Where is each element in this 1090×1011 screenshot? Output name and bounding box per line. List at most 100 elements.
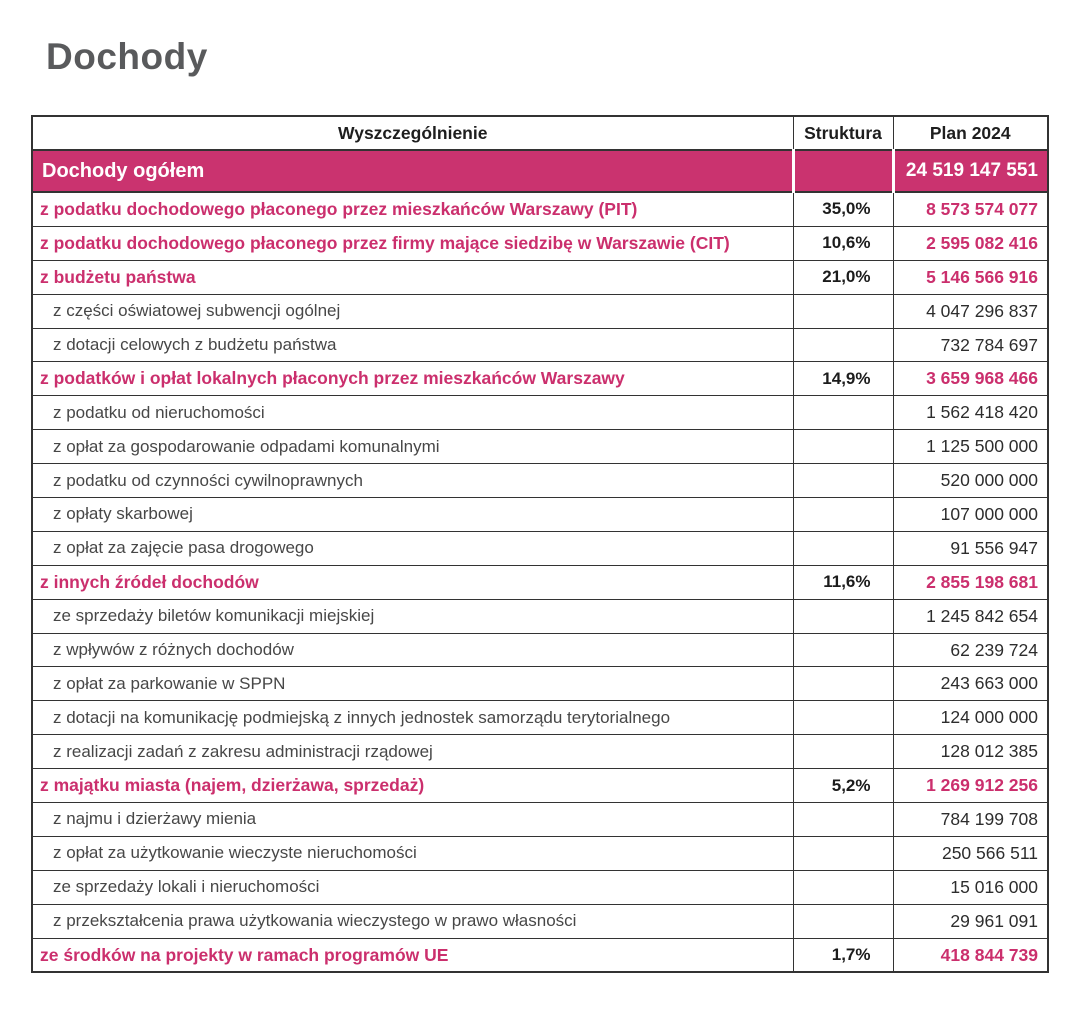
table-row: z podatku dochodowego płaconego przez mi… [31, 191, 1049, 227]
row-structure [792, 497, 894, 532]
table-row: z dotacji celowych z budżetu państwa 732… [31, 327, 1049, 363]
row-label: z opłat za gospodarowanie odpadami komun… [31, 429, 794, 465]
row-plan: 250 566 511 [892, 835, 1049, 871]
row-structure: 10,6% [792, 225, 894, 261]
row-structure [792, 395, 894, 431]
row-structure: 5,2% [792, 768, 894, 804]
row-label: z realizacji zadań z zakresu administrac… [31, 734, 794, 770]
row-label: z najmu i dzierżawy mienia [31, 802, 794, 837]
table-row: ze sprzedaży lokali i nieruchomości 15 0… [31, 869, 1049, 905]
row-label: ze sprzedaży lokali i nieruchomości [31, 869, 794, 905]
row-plan: 4 047 296 837 [892, 293, 1049, 329]
row-structure: 1,7% [792, 937, 894, 973]
row-structure: 14,9% [792, 361, 894, 397]
row-plan: 520 000 000 [892, 463, 1049, 499]
row-structure [792, 903, 894, 939]
table-row: z realizacji zadań z zakresu administrac… [31, 734, 1049, 770]
row-label: z podatku dochodowego płaconego przez mi… [31, 191, 794, 227]
table-row: z opłat za gospodarowanie odpadami komun… [31, 429, 1049, 465]
table-row: z części oświatowej subwencji ogólnej 4 … [31, 293, 1049, 329]
table-row: z dotacji na komunikację podmiejską z in… [31, 700, 1049, 736]
table-row: z opłat za parkowanie w SPPN 243 663 000 [31, 666, 1049, 702]
row-plan: 8 573 574 077 [892, 191, 1049, 227]
row-label: z opłat za zajęcie pasa drogowego [31, 530, 794, 566]
row-label: z majątku miasta (najem, dzierżawa, sprz… [31, 768, 794, 804]
table-row: z podatku od nieruchomości 1 562 418 420 [31, 395, 1049, 431]
row-label: z opłat za użytkowanie wieczyste nieruch… [31, 835, 794, 871]
row-structure [792, 666, 894, 702]
table-row: z budżetu państwa 21,0% 5 146 566 916 [31, 259, 1049, 295]
row-plan: 128 012 385 [892, 734, 1049, 770]
table-row: z opłat za użytkowanie wieczyste nieruch… [31, 835, 1049, 871]
table-row: z podatków i opłat lokalnych płaconych p… [31, 361, 1049, 397]
row-plan: 2 595 082 416 [892, 225, 1049, 261]
row-plan: 2 855 198 681 [892, 564, 1049, 600]
row-structure: 21,0% [792, 259, 894, 295]
row-label: z opłaty skarbowej [31, 497, 794, 532]
row-label: z dotacji celowych z budżetu państwa [31, 327, 794, 363]
row-label: z opłat za parkowanie w SPPN [31, 666, 794, 702]
row-structure [792, 632, 894, 668]
total-row-structure [791, 149, 894, 193]
total-row-plan: 24 519 147 551 [891, 149, 1049, 193]
row-label: ze środków na projekty w ramach programó… [31, 937, 794, 973]
table-row: z przekształcenia prawa użytkowania wiec… [31, 903, 1049, 939]
table-row: z innych źródeł dochodów 11,6% 2 855 198… [31, 564, 1049, 600]
row-plan: 3 659 968 466 [892, 361, 1049, 397]
income-table: Wyszczególnienie Struktura Plan 2024 Doc… [31, 115, 1049, 974]
row-structure [792, 869, 894, 905]
row-label: z podatku od czynności cywilnoprawnych [31, 463, 794, 499]
row-structure: 11,6% [792, 564, 894, 600]
table-row: z najmu i dzierżawy mienia 784 199 708 [31, 802, 1049, 837]
row-plan: 732 784 697 [892, 327, 1049, 363]
row-structure [792, 734, 894, 770]
column-header-plan-2024: Plan 2024 [892, 115, 1049, 151]
row-label: z budżetu państwa [31, 259, 794, 295]
total-row: Dochody ogółem 24 519 147 551 [31, 149, 1049, 193]
row-plan: 418 844 739 [892, 937, 1049, 973]
row-structure [792, 598, 894, 634]
column-header-structure: Struktura [792, 115, 894, 151]
table-row: z wpływów z różnych dochodów 62 239 724 [31, 632, 1049, 668]
row-plan: 107 000 000 [892, 497, 1049, 532]
row-structure [792, 802, 894, 837]
row-label: z części oświatowej subwencji ogólnej [31, 293, 794, 329]
row-label: z podatków i opłat lokalnych płaconych p… [31, 361, 794, 397]
row-plan: 1 125 500 000 [892, 429, 1049, 465]
page-title: Dochody [46, 36, 208, 77]
table-row: z podatku od czynności cywilnoprawnych 5… [31, 463, 1049, 499]
table-row: z majątku miasta (najem, dzierżawa, sprz… [31, 768, 1049, 804]
row-structure [792, 327, 894, 363]
row-structure [792, 530, 894, 566]
row-plan: 1 269 912 256 [892, 768, 1049, 804]
table-row: ze sprzedaży biletów komunikacji miejski… [31, 598, 1049, 634]
row-structure [792, 429, 894, 465]
total-row-label: Dochody ogółem [31, 149, 794, 193]
row-label: ze sprzedaży biletów komunikacji miejski… [31, 598, 794, 634]
row-structure [792, 835, 894, 871]
row-plan: 1 245 842 654 [892, 598, 1049, 634]
table-row: z opłat za zajęcie pasa drogowego 91 556… [31, 530, 1049, 566]
row-label: z podatku od nieruchomości [31, 395, 794, 431]
row-plan: 91 556 947 [892, 530, 1049, 566]
row-structure [792, 463, 894, 499]
table-row: ze środków na projekty w ramach programó… [31, 937, 1049, 973]
row-label: z innych źródeł dochodów [31, 564, 794, 600]
row-label: z dotacji na komunikację podmiejską z in… [31, 700, 794, 736]
table-row: z podatku dochodowego płaconego przez fi… [31, 225, 1049, 261]
row-label: z przekształcenia prawa użytkowania wiec… [31, 903, 794, 939]
row-plan: 62 239 724 [892, 632, 1049, 668]
row-plan: 1 562 418 420 [892, 395, 1049, 431]
row-label: z podatku dochodowego płaconego przez fi… [31, 225, 794, 261]
row-plan: 15 016 000 [892, 869, 1049, 905]
row-plan: 243 663 000 [892, 666, 1049, 702]
row-plan: 784 199 708 [892, 802, 1049, 837]
row-plan: 29 961 091 [892, 903, 1049, 939]
row-structure [792, 700, 894, 736]
row-plan: 124 000 000 [892, 700, 1049, 736]
row-structure: 35,0% [792, 191, 894, 227]
column-header-specification: Wyszczególnienie [31, 115, 794, 151]
row-structure [792, 293, 894, 329]
table-header-row: Wyszczególnienie Struktura Plan 2024 [31, 115, 1049, 151]
